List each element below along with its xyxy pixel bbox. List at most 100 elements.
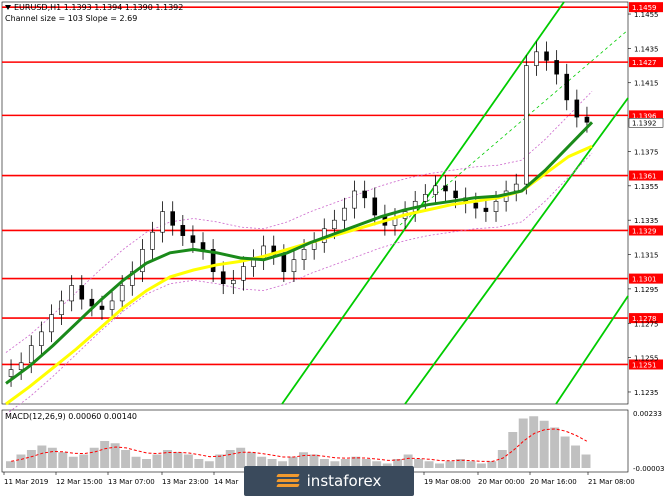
candle-body	[49, 314, 54, 333]
macd-bar	[204, 461, 214, 468]
candle-body	[433, 185, 438, 195]
x-tick-label: 14 Mar	[214, 478, 238, 486]
candle-body	[89, 298, 95, 307]
ohlc-text: EURUSD,H1 1.1393 1.1394 1.1390 1.1392	[14, 3, 184, 12]
candle-body	[281, 254, 287, 273]
y-tick-label: 1.1375	[634, 148, 659, 156]
macd-bar	[89, 447, 99, 468]
macd-tick-label: -0.000038	[633, 465, 665, 473]
trend-channel	[281, 1, 629, 405]
macd-bar	[225, 450, 235, 468]
moving-averages	[5, 121, 594, 406]
y-tick-label: 1.1235	[634, 389, 659, 397]
candle-body	[190, 235, 196, 243]
macd-bar	[372, 461, 382, 468]
candle-body	[69, 285, 74, 302]
macd-bar	[466, 461, 476, 468]
macd-bar	[173, 452, 183, 468]
macd-panel: 0.00233 -0.000038	[6, 410, 665, 473]
macd-bar	[518, 418, 528, 468]
y-tick-label: 1.1335	[634, 217, 659, 225]
macd-bar	[539, 420, 549, 468]
macd-bar	[309, 454, 319, 468]
level-label: 1.1427	[632, 59, 657, 67]
candle-body	[119, 285, 125, 302]
level-label-bg	[629, 359, 663, 370]
candle-body	[140, 249, 145, 273]
candle-body	[220, 271, 226, 285]
candle-body	[18, 362, 24, 370]
macd-bar	[131, 456, 141, 468]
macd-bar	[508, 432, 518, 468]
candle-body	[301, 249, 307, 260]
macd-bar	[382, 463, 392, 468]
candle-body	[422, 194, 428, 202]
macd-bar	[121, 450, 131, 468]
macd-bar	[152, 454, 162, 468]
macd-bar	[288, 456, 298, 468]
channel-line	[555, 295, 629, 405]
macd-tick-label: 0.00233	[633, 410, 662, 418]
macd-bar	[215, 454, 225, 468]
channel-line	[281, 1, 565, 405]
candle-body	[443, 185, 448, 192]
candle-body	[28, 345, 34, 364]
macd-label: MACD(12,26,9) 0.00060 0.00140	[5, 412, 138, 421]
candle-body	[160, 211, 165, 233]
time-axis: 11 Mar 2019 12 Mar 15:00 13 Mar 07:00 13 Ma…	[3, 472, 635, 486]
x-tick-label: 19 Mar 08:00	[424, 478, 471, 486]
y-tick-label: 1.1315	[634, 252, 659, 260]
level-label: 1.1278	[632, 315, 657, 323]
instaforex-watermark: instaforex	[244, 466, 414, 496]
candle-body	[231, 280, 236, 285]
price-frame	[1, 1, 629, 405]
macd-bar	[142, 459, 151, 468]
candle-body	[513, 183, 519, 192]
level-label-bg	[629, 57, 663, 68]
candle-body	[109, 300, 115, 310]
y-tick-label: 1.1415	[634, 80, 659, 88]
macd-bar	[299, 452, 308, 468]
candle-body	[200, 242, 206, 250]
macd-bar	[16, 454, 26, 468]
candle-body	[311, 242, 317, 250]
candle-body	[170, 211, 176, 226]
candle-body	[362, 190, 367, 199]
macd-bar	[26, 450, 36, 468]
level-label: 1.1329	[632, 227, 657, 235]
macd-bar	[79, 454, 89, 468]
macd-bar	[236, 447, 246, 468]
macd-bar	[445, 461, 455, 468]
macd-bar	[162, 450, 172, 468]
macd-bar	[560, 436, 570, 468]
level-label-bg	[629, 110, 663, 121]
candle-body	[150, 231, 155, 250]
candle-body	[574, 99, 580, 118]
level-label: 1.1301	[632, 276, 657, 284]
macd-bar	[100, 441, 110, 468]
candle-body	[493, 200, 499, 212]
candle-body	[8, 369, 14, 377]
macd-bar	[183, 454, 193, 468]
macd-signal-line	[11, 428, 588, 462]
x-tick-label: 13 Mar 07:00	[108, 478, 155, 486]
macd-bar	[246, 452, 256, 468]
macd-bar	[581, 454, 591, 468]
bollinger-upper	[5, 91, 593, 353]
x-tick-label: 13 Mar 23:00	[162, 478, 209, 486]
y-tick-label: 1.1355	[634, 183, 659, 191]
macd-bar	[340, 459, 350, 468]
macd-bar	[403, 454, 413, 468]
candle-body	[544, 51, 549, 61]
macd-bar	[351, 456, 361, 468]
level-label-bg	[629, 225, 663, 236]
macd-bar	[319, 459, 329, 468]
candle-body	[291, 259, 297, 273]
dropdown-arrow-icon[interactable]	[5, 5, 11, 10]
candle-body	[129, 271, 135, 286]
macd-bar	[414, 459, 424, 468]
candle-body	[534, 51, 539, 66]
level-label: 1.1459	[632, 4, 657, 12]
candle-body	[554, 60, 559, 75]
candle-body	[251, 259, 256, 267]
